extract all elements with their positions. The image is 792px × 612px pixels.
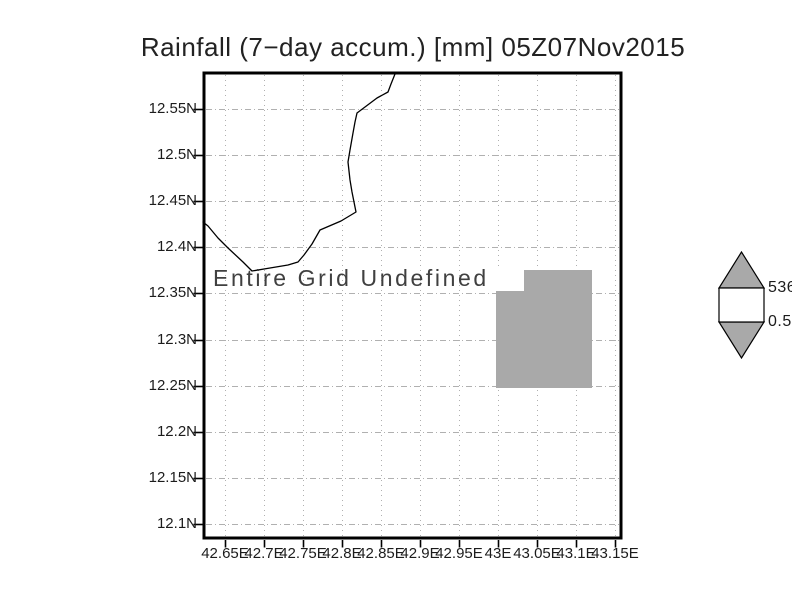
grid-lines-horizontal — [206, 109, 619, 525]
colorbar-arrow-down — [717, 321, 766, 360]
coastline — [202, 73, 396, 272]
x-tick-label: 43E — [484, 545, 512, 562]
chart-title: Rainfall (7−day accum.) [mm] 05Z07Nov201… — [140, 32, 686, 62]
colorbar-band — [718, 287, 765, 323]
y-tick-label: 12.45N — [148, 192, 197, 209]
x-axis-ticks — [224, 540, 617, 548]
colorbar-max-label: 5366.88 — [768, 279, 792, 296]
y-tick-label: 12.4N — [156, 238, 197, 255]
plot-frame — [202, 71, 623, 540]
x-tick-label: 42.65E — [201, 545, 249, 562]
x-tick-label: 42.75E — [279, 545, 327, 562]
y-tick-label: 12.3N — [156, 331, 197, 348]
y-tick-label: 12.2N — [156, 423, 197, 440]
colorbar-min-label: 0.536688 — [768, 313, 792, 330]
y-tick-label: 12.15N — [148, 469, 197, 486]
colorbar — [717, 250, 766, 360]
y-tick-label: 12.1N — [156, 515, 197, 532]
x-tick-label: 43.1E — [556, 545, 596, 562]
x-tick-label: 43.15E — [591, 545, 639, 562]
y-tick-label: 12.35N — [148, 284, 197, 301]
colorbar-arrow-up — [717, 250, 766, 289]
annotation-background — [494, 267, 524, 291]
x-tick-label: 42.85E — [357, 545, 405, 562]
y-tick-label: 12.55N — [148, 100, 197, 117]
x-tick-label: 42.9E — [400, 545, 440, 562]
y-tick-label: 12.25N — [148, 377, 197, 394]
x-tick-label: 42.8E — [322, 545, 362, 562]
y-axis-ticks — [193, 108, 203, 526]
undefined-annotation: Entire Grid Undefined — [213, 265, 489, 291]
x-tick-label: 42.95E — [435, 545, 483, 562]
x-tick-label: 42.7E — [244, 545, 284, 562]
x-tick-label: 43.05E — [513, 545, 561, 562]
y-tick-label: 12.5N — [156, 146, 197, 163]
